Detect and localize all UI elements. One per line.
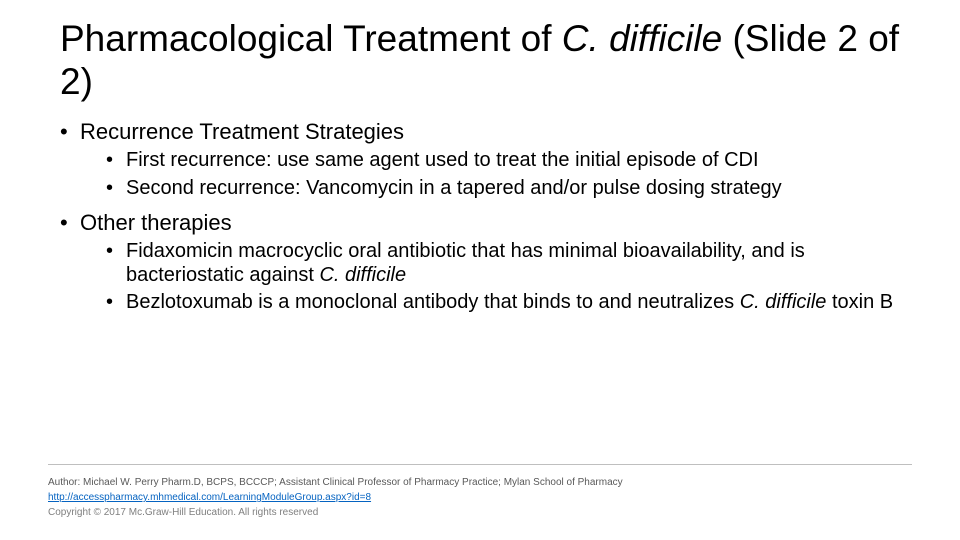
- footer-author: Author: Michael W. Perry Pharm.D, BCPS, …: [48, 475, 912, 490]
- list-item: Bezlotoxumab is a monoclonal antibody th…: [106, 291, 912, 315]
- section-1-items: First recurrence: use same agent used to…: [106, 149, 912, 200]
- list-item: First recurrence: use same agent used to…: [106, 149, 912, 173]
- list-item: Fidaxomicin macrocyclic oral antibiotic …: [106, 240, 912, 287]
- item-text: First recurrence: use same agent used to…: [126, 149, 759, 171]
- section-2-items: Fidaxomicin macrocyclic oral antibiotic …: [106, 240, 912, 315]
- item-pre: Bezlotoxumab is a monoclonal antibody th…: [126, 291, 740, 313]
- title-prefix: Pharmacological Treatment of: [60, 18, 562, 59]
- footer: Author: Michael W. Perry Pharm.D, BCPS, …: [48, 464, 912, 520]
- section-2: Other therapies Fidaxomicin macrocyclic …: [60, 210, 912, 315]
- bullet-list: Recurrence Treatment Strategies First re…: [60, 119, 912, 315]
- footer-link[interactable]: http://accesspharmacy.mhmedical.com/Lear…: [48, 492, 371, 503]
- section-1: Recurrence Treatment Strategies First re…: [60, 119, 912, 200]
- footer-copyright: Copyright © 2017 Mc.Graw-Hill Education.…: [48, 505, 912, 520]
- footer-link-row: http://accesspharmacy.mhmedical.com/Lear…: [48, 490, 912, 505]
- item-pre: Fidaxomicin macrocyclic oral antibiotic …: [126, 240, 805, 286]
- title-italic: C. difficile: [562, 18, 722, 59]
- slide-title: Pharmacological Treatment of C. difficil…: [60, 18, 912, 103]
- item-text: Second recurrence: Vancomycin in a taper…: [126, 177, 782, 199]
- slide-container: Pharmacological Treatment of C. difficil…: [0, 0, 960, 540]
- section-2-heading: Other therapies: [80, 210, 232, 235]
- item-italic: C. difficile: [740, 291, 827, 313]
- item-italic: C. difficile: [319, 264, 406, 286]
- slide-body: Recurrence Treatment Strategies First re…: [60, 119, 912, 315]
- item-post: toxin B: [826, 291, 893, 313]
- list-item: Second recurrence: Vancomycin in a taper…: [106, 177, 912, 201]
- section-1-heading: Recurrence Treatment Strategies: [80, 119, 404, 144]
